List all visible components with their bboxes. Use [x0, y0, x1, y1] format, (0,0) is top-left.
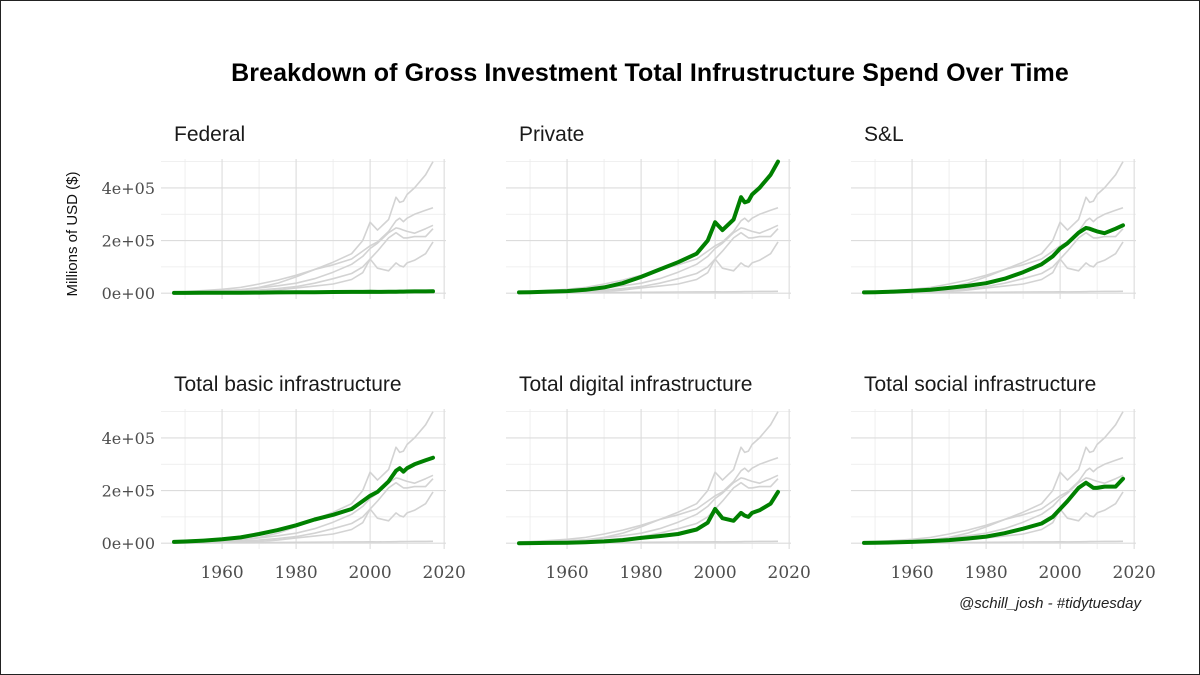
x-tick-label: 2020 — [423, 563, 466, 583]
x-tick-label: 1980 — [274, 563, 317, 583]
series-line-private — [517, 159, 780, 295]
y-tick-label: 4e+05 — [102, 429, 155, 448]
panel-title-total-basic-infrastructure: Total basic infrastructure — [174, 373, 402, 396]
background-series-total-social-infrastructure — [518, 478, 779, 544]
background-series-total-social-infrastructure — [173, 478, 434, 544]
x-tick-label: 2000 — [348, 563, 391, 583]
y-tick-label: 4e+05 — [102, 179, 155, 198]
x-tick-label: 1980 — [964, 563, 1007, 583]
caption: @schill_josh - #tidytuesday — [959, 595, 1141, 612]
background-series-total-basic-infrastructure — [518, 456, 779, 543]
y-tick-label: 2e+05 — [102, 482, 155, 501]
panel-title-sandl: S&L — [864, 123, 904, 146]
x-tick-label: 2000 — [1038, 563, 1081, 583]
series-line-total-digital-infrastructure — [517, 489, 780, 546]
y-axis-label: Millions of USD ($) — [64, 171, 81, 296]
series-line-sandl — [862, 223, 1125, 295]
y-tick-label: 0e+00 — [102, 534, 155, 553]
x-tick-label: 2020 — [1113, 563, 1156, 583]
x-tick-label: 2000 — [693, 563, 736, 583]
x-tick-label: 1980 — [619, 563, 662, 583]
series-line-federal — [172, 289, 435, 295]
background-series-total-basic-infrastructure — [173, 206, 434, 293]
background-series-total-digital-infrastructure — [173, 491, 434, 544]
panel-title-total-social-infrastructure: Total social infrastructure — [864, 373, 1096, 396]
background-series-sandl — [173, 224, 434, 294]
background-series-total-social-infrastructure — [173, 228, 434, 294]
background-series-sandl — [518, 224, 779, 294]
chart-title: Breakdown of Gross Investment Total Infr… — [231, 59, 1069, 87]
background-series-sandl — [173, 474, 434, 544]
background-series-total-digital-infrastructure — [863, 241, 1124, 294]
background-series-sandl — [518, 474, 779, 544]
background-series-total-basic-infrastructure — [863, 456, 1124, 543]
x-tick-label: 2020 — [768, 563, 811, 583]
y-tick-label: 0e+00 — [102, 284, 155, 303]
series-line-total-social-infrastructure — [862, 476, 1125, 545]
x-tick-label: 1960 — [200, 563, 243, 583]
series-line-total-basic-infrastructure — [172, 455, 435, 544]
y-tick-label: 2e+05 — [102, 232, 155, 251]
x-tick-label: 1960 — [545, 563, 588, 583]
panel-title-total-digital-infrastructure: Total digital infrastructure — [519, 373, 752, 396]
x-tick-label: 1960 — [890, 563, 933, 583]
panel-title-federal: Federal — [174, 123, 245, 146]
background-series-total-social-infrastructure — [518, 228, 779, 294]
panel-title-private: Private — [519, 123, 584, 146]
background-series-total-basic-infrastructure — [863, 206, 1124, 293]
background-series-total-basic-infrastructure — [518, 206, 779, 293]
